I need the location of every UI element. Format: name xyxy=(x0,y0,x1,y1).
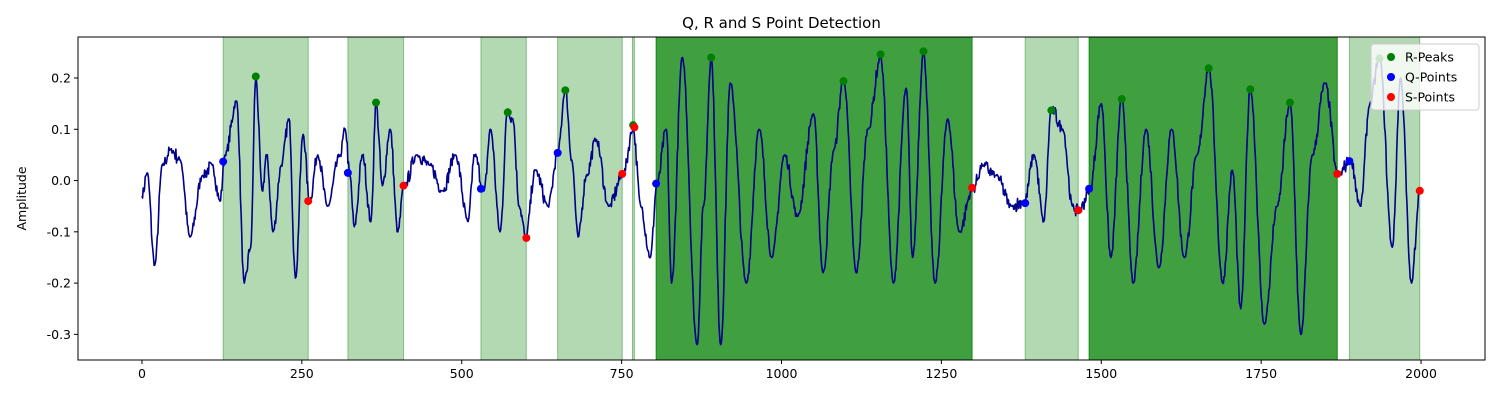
y-tick-label: -0.2 xyxy=(47,276,71,291)
y-tick-label: 0.0 xyxy=(51,173,71,188)
s-point xyxy=(304,197,313,206)
r-peak-point xyxy=(876,50,885,59)
r-peak-point xyxy=(839,77,848,86)
s-point xyxy=(1415,186,1424,195)
y-tick-label: 0.2 xyxy=(51,71,71,86)
x-tick-label: 1750 xyxy=(1245,366,1277,381)
s-point xyxy=(968,183,977,192)
y-axis-label: Amplitude xyxy=(14,166,29,230)
s-point xyxy=(1333,169,1342,178)
q-point xyxy=(553,148,562,157)
shaded-region-4 xyxy=(631,36,635,361)
q-point xyxy=(1085,184,1094,193)
legend-box xyxy=(1370,43,1480,111)
q-point xyxy=(652,179,661,188)
legend-marker xyxy=(1387,93,1395,101)
q-point xyxy=(476,184,485,193)
y-tick-label: -0.1 xyxy=(47,224,71,239)
chart-title: Q, R and S Point Detection xyxy=(682,14,881,32)
s-point xyxy=(399,181,408,190)
y-tick-label: -0.3 xyxy=(47,327,71,342)
legend-label: R-Peaks xyxy=(1405,50,1454,65)
shaded-regions xyxy=(222,36,1421,361)
x-tick-label: 2000 xyxy=(1405,366,1437,381)
shaded-region-5 xyxy=(655,36,973,361)
s-point xyxy=(630,123,639,132)
r-peak-point xyxy=(707,53,716,62)
legend-marker xyxy=(1387,53,1395,61)
shaded-region-7 xyxy=(1088,36,1338,361)
signal-series xyxy=(141,51,1421,346)
q-point xyxy=(343,168,352,177)
x-tick-label: 0 xyxy=(138,366,146,381)
x-tick-label: 750 xyxy=(610,366,634,381)
x-tick-label: 1500 xyxy=(1085,366,1117,381)
q-point xyxy=(1345,157,1354,166)
x-axis: 0 250 500 750 1000 1250 1500 1750 2000 xyxy=(138,360,1437,381)
r-peak-point xyxy=(1117,95,1126,104)
q-point xyxy=(1021,199,1030,208)
r-peak-point xyxy=(1047,106,1056,115)
r-peak-point xyxy=(503,108,512,117)
s-point xyxy=(522,233,531,242)
s-point xyxy=(618,169,627,178)
r-peak-point xyxy=(561,86,570,95)
legend-label: Q-Points xyxy=(1405,70,1457,85)
x-tick-label: 1000 xyxy=(766,366,798,381)
legend-marker xyxy=(1387,73,1395,81)
r-peak-point xyxy=(372,98,381,107)
r-peak-point xyxy=(251,72,260,81)
legend-label: S-Points xyxy=(1405,90,1455,105)
x-tick-label: 1250 xyxy=(925,366,957,381)
r-peak-point xyxy=(1246,85,1255,94)
y-tick-label: 0.1 xyxy=(51,122,71,137)
s-point xyxy=(1074,206,1083,215)
signal-line xyxy=(141,51,1421,346)
x-tick-label: 500 xyxy=(450,366,474,381)
shaded-region-0 xyxy=(222,36,309,361)
x-tick-label: 250 xyxy=(290,366,314,381)
y-axis: -0.3 -0.2 -0.1 0.0 0.1 0.2 xyxy=(47,71,78,342)
r-peak-point xyxy=(919,47,928,56)
legend: R-Peaks Q-Points S-Points xyxy=(1370,43,1480,111)
r-peak-point xyxy=(1285,98,1294,107)
r-peak-point xyxy=(1204,64,1213,73)
q-point xyxy=(219,157,228,166)
